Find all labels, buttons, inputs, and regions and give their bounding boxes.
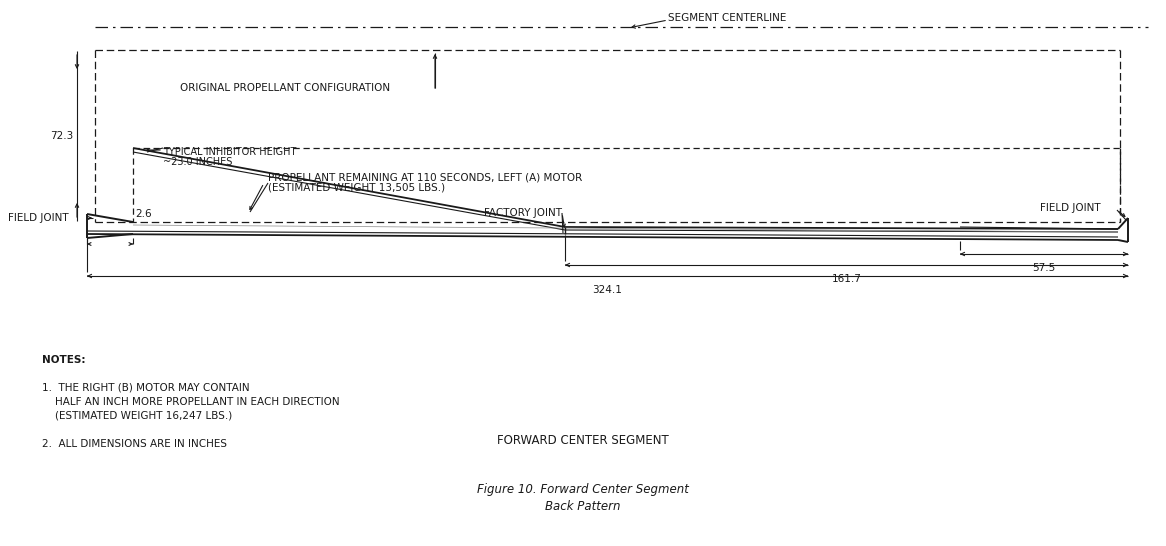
Text: HALF AN INCH MORE PROPELLANT IN EACH DIRECTION: HALF AN INCH MORE PROPELLANT IN EACH DIR… bbox=[42, 397, 339, 407]
Text: FIELD JOINT: FIELD JOINT bbox=[8, 213, 69, 223]
Text: 2.  ALL DIMENSIONS ARE IN INCHES: 2. ALL DIMENSIONS ARE IN INCHES bbox=[42, 439, 227, 449]
Text: ORIGINAL PROPELLANT CONFIGURATION: ORIGINAL PROPELLANT CONFIGURATION bbox=[180, 83, 391, 93]
Text: FIELD JOINT: FIELD JOINT bbox=[1040, 203, 1101, 213]
Text: 324.1: 324.1 bbox=[592, 285, 623, 295]
Text: Figure 10. Forward Center Segment: Figure 10. Forward Center Segment bbox=[477, 484, 689, 496]
Text: 161.7: 161.7 bbox=[831, 274, 862, 284]
Text: NOTES:: NOTES: bbox=[42, 355, 85, 365]
Text: FORWARD CENTER SEGMENT: FORWARD CENTER SEGMENT bbox=[497, 435, 669, 448]
Text: 72.3: 72.3 bbox=[50, 131, 73, 141]
Text: SEGMENT CENTERLINE: SEGMENT CENTERLINE bbox=[668, 13, 786, 23]
Text: 1.  THE RIGHT (B) MOTOR MAY CONTAIN: 1. THE RIGHT (B) MOTOR MAY CONTAIN bbox=[42, 383, 250, 393]
Text: FACTORY JOINT: FACTORY JOINT bbox=[484, 208, 562, 218]
Text: Back Pattern: Back Pattern bbox=[546, 500, 620, 513]
Text: PROPELLANT REMAINING AT 110 SECONDS, LEFT (A) MOTOR: PROPELLANT REMAINING AT 110 SECONDS, LEF… bbox=[268, 172, 582, 182]
Text: TYPICAL INHIBITOR HEIGHT: TYPICAL INHIBITOR HEIGHT bbox=[163, 147, 296, 157]
Text: ~23.0 INCHES: ~23.0 INCHES bbox=[163, 157, 232, 167]
Text: (ESTIMATED WEIGHT 13,505 LBS.): (ESTIMATED WEIGHT 13,505 LBS.) bbox=[268, 183, 445, 193]
Text: 2.6: 2.6 bbox=[135, 209, 152, 219]
Text: (ESTIMATED WEIGHT 16,247 LBS.): (ESTIMATED WEIGHT 16,247 LBS.) bbox=[42, 411, 232, 421]
Text: 57.5: 57.5 bbox=[1032, 263, 1055, 273]
